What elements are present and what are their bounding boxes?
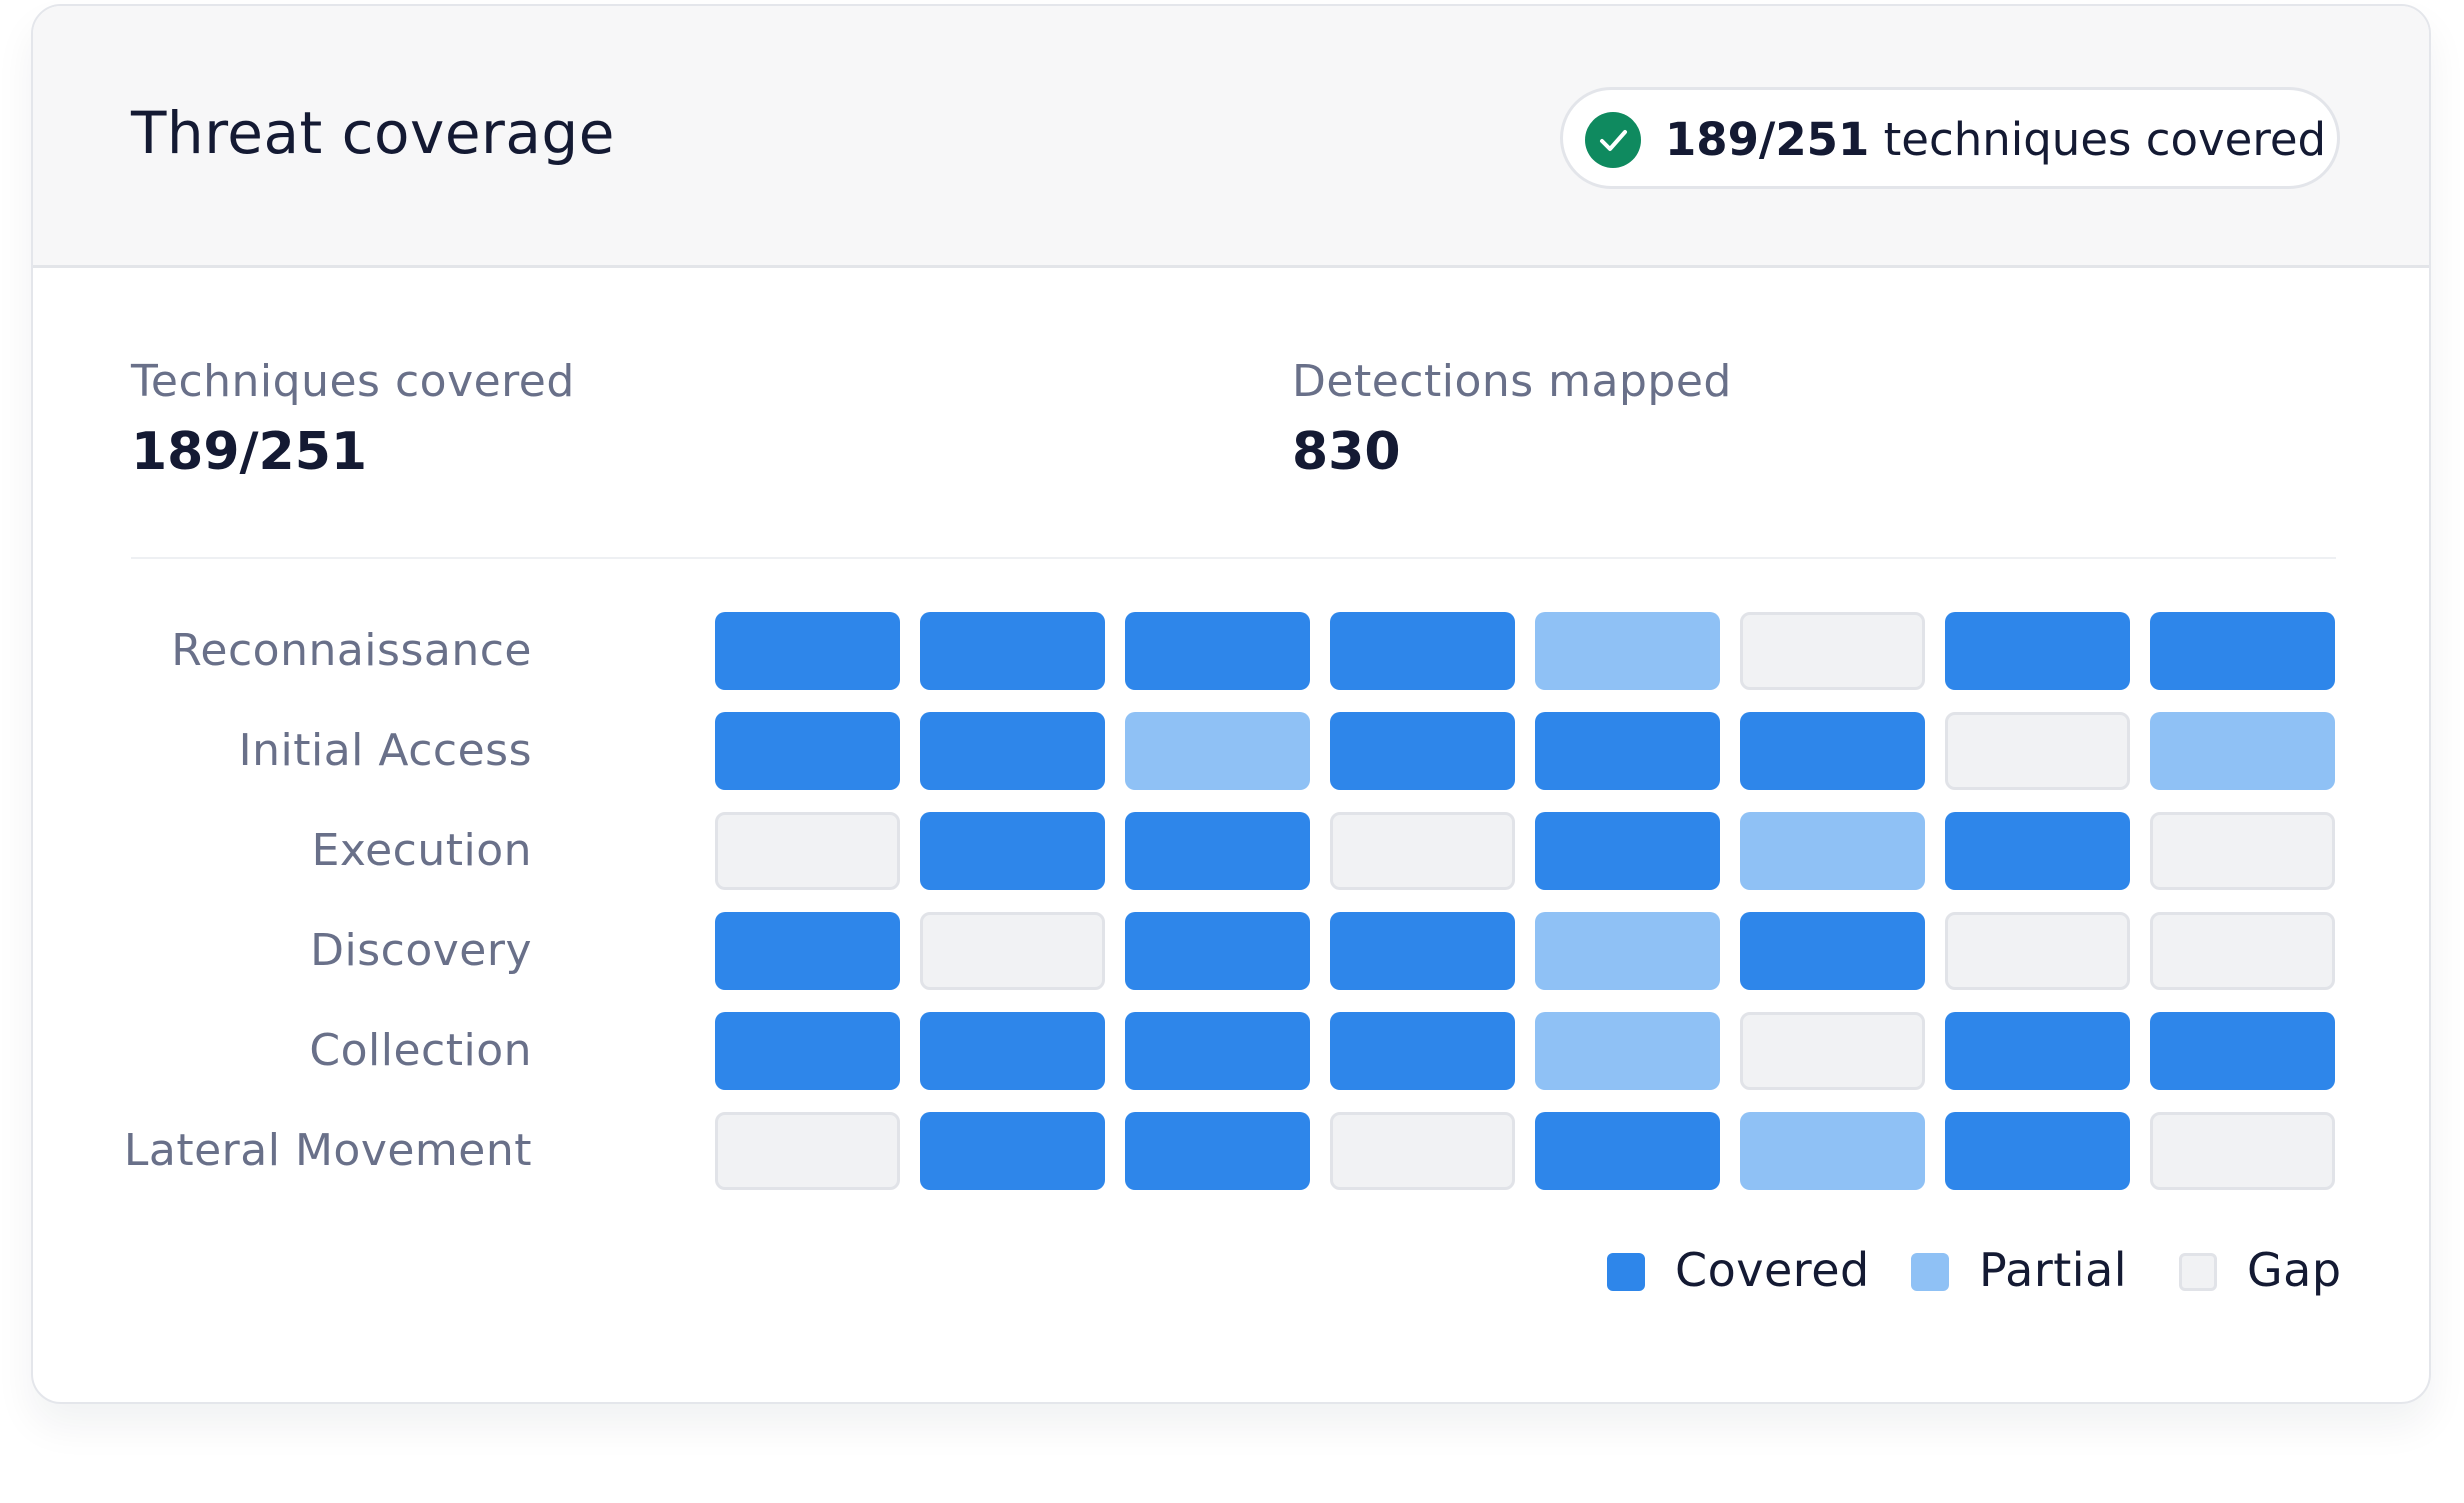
heatmap-cell[interactable] — [920, 812, 1105, 890]
coverage-badge-value: 189/251 — [1665, 113, 1870, 166]
legend-swatch-covered — [1607, 1253, 1645, 1291]
legend: Covered Partial Gap — [33, 1241, 2341, 1301]
heatmap-cell[interactable] — [1535, 1112, 1720, 1190]
threat-coverage-card: Threat coverage 189/251 techniques cover… — [31, 4, 2431, 1404]
heatmap-cell[interactable] — [1945, 912, 2130, 990]
heatmap-cell[interactable] — [1740, 912, 1925, 990]
heatmap-cell[interactable] — [1330, 912, 1515, 990]
heatmap-cell[interactable] — [1125, 1112, 1310, 1190]
heatmap-cell[interactable] — [2150, 612, 2335, 690]
heatmap-cell[interactable] — [715, 912, 900, 990]
row-label-execution: Execution — [311, 825, 532, 876]
heatmap-cell[interactable] — [2150, 812, 2335, 890]
row-label-reconnaissance: Reconnaissance — [171, 625, 532, 676]
heatmap-cell[interactable] — [715, 812, 900, 890]
heatmap-cell[interactable] — [1330, 712, 1515, 790]
coverage-badge-suffix: techniques covered — [1883, 113, 2327, 166]
heatmap-cell[interactable] — [1330, 812, 1515, 890]
heatmap-cell[interactable] — [2150, 712, 2335, 790]
heatmap-cell[interactable] — [920, 912, 1105, 990]
heatmap-cell[interactable] — [715, 1112, 900, 1190]
card-title: Threat coverage — [131, 99, 615, 167]
heatmap-cell[interactable] — [920, 612, 1105, 690]
heatmap-cell[interactable] — [1535, 612, 1720, 690]
heatmap-cell[interactable] — [2150, 912, 2335, 990]
stat-detections-mapped: Detections mapped 830 — [1292, 356, 1732, 483]
check-circle-icon — [1585, 112, 1641, 168]
heatmap-cell[interactable] — [1535, 1012, 1720, 1090]
heatmap-cell[interactable] — [1740, 612, 1925, 690]
card-header: Threat coverage 189/251 techniques cover… — [33, 6, 2429, 268]
heatmap-cell[interactable] — [920, 712, 1105, 790]
heatmap-cell[interactable] — [715, 712, 900, 790]
heatmap-cell[interactable] — [1125, 712, 1310, 790]
heatmap-cell[interactable] — [1740, 712, 1925, 790]
heatmap-cell[interactable] — [2150, 1112, 2335, 1190]
row-label-collection: Collection — [309, 1025, 532, 1076]
stat-value: 189/251 — [131, 422, 368, 483]
row-label-initial-access: Initial Access — [238, 725, 532, 776]
row-label-lateral-movement: Lateral Movement — [123, 1125, 532, 1176]
heatmap-cell[interactable] — [1330, 612, 1515, 690]
heatmap-cell[interactable] — [1945, 812, 2130, 890]
coverage-badge-text: 189/251 techniques covered — [1665, 114, 2326, 166]
legend-swatch-gap — [2179, 1253, 2217, 1291]
heatmap-cell[interactable] — [1535, 812, 1720, 890]
heatmap-cell[interactable] — [1740, 1112, 1925, 1190]
legend-swatch-partial — [1911, 1253, 1949, 1291]
heatmap-cell[interactable] — [920, 1112, 1105, 1190]
heatmap-cell[interactable] — [1945, 1012, 2130, 1090]
stat-label: Techniques covered — [131, 356, 575, 407]
heatmap-cell[interactable] — [1330, 1112, 1515, 1190]
divider — [131, 557, 2336, 559]
heatmap-cell[interactable] — [920, 1012, 1105, 1090]
heatmap-cell[interactable] — [1945, 1112, 2130, 1190]
heatmap-cell[interactable] — [1330, 1012, 1515, 1090]
heatmap-cell[interactable] — [1535, 912, 1720, 990]
heatmap-cell[interactable] — [2150, 1012, 2335, 1090]
coverage-badge: 189/251 techniques covered — [1560, 87, 2340, 189]
heatmap-cell[interactable] — [1125, 812, 1310, 890]
heatmap-cell[interactable] — [1945, 612, 2130, 690]
heatmap-cell[interactable] — [1125, 912, 1310, 990]
stat-value: 830 — [1292, 422, 1401, 483]
stat-techniques-covered: Techniques covered 189/251 — [131, 356, 575, 483]
legend-label-gap: Gap — [2247, 1243, 2342, 1297]
heatmap-cell[interactable] — [1535, 712, 1720, 790]
heatmap-cell[interactable] — [715, 612, 900, 690]
heatmap-cell[interactable] — [1945, 712, 2130, 790]
stat-label: Detections mapped — [1292, 356, 1732, 407]
heatmap-cell[interactable] — [1740, 812, 1925, 890]
legend-label-covered: Covered — [1675, 1243, 1870, 1297]
row-label-discovery: Discovery — [310, 925, 532, 976]
heatmap-cell[interactable] — [715, 1012, 900, 1090]
heatmap-cell[interactable] — [1125, 612, 1310, 690]
heatmap-cell[interactable] — [1740, 1012, 1925, 1090]
heatmap-cell[interactable] — [1125, 1012, 1310, 1090]
legend-label-partial: Partial — [1979, 1243, 2128, 1297]
